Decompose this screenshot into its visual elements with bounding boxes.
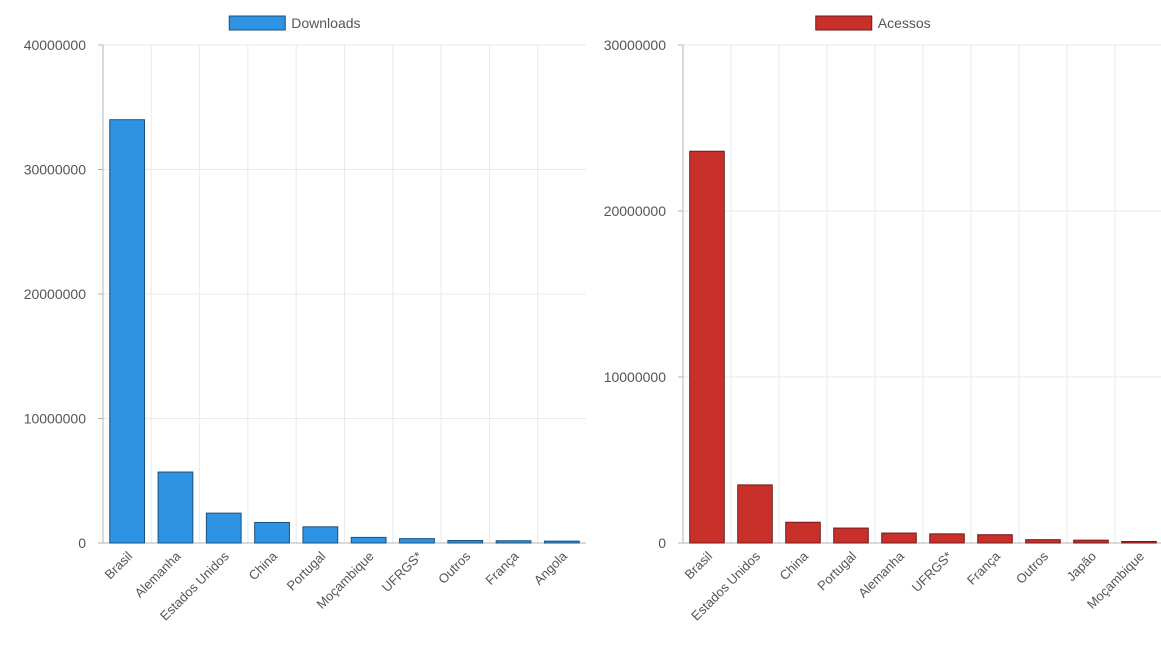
- x-tick-label: UFRGS*: [379, 549, 425, 595]
- x-tick-label: UFRGS*: [909, 549, 955, 595]
- bar: [785, 521, 821, 544]
- bar: [205, 512, 242, 544]
- y-tick-label: 10000000: [604, 369, 667, 385]
- bar: [689, 150, 725, 544]
- x-tick-label: Outros: [1013, 548, 1052, 587]
- y-tick-label: 40000000: [24, 37, 87, 53]
- x-tick-label: China: [246, 548, 281, 583]
- bar: [109, 119, 146, 544]
- bar: [495, 540, 532, 544]
- bar: [350, 536, 387, 544]
- bar: [447, 540, 484, 544]
- x-tick-label: Japão: [1063, 549, 1099, 585]
- y-tick-label: 20000000: [604, 203, 667, 219]
- y-tick-label: 30000000: [604, 37, 667, 53]
- chart-1: 0 10000000 20000000 30000000 40000000 Brasil A…: [24, 15, 586, 624]
- bar: [157, 471, 194, 544]
- x-tick-label: Brasil: [102, 548, 136, 582]
- legend-label: Downloads: [291, 15, 360, 31]
- y-tick-label: 10000000: [24, 411, 87, 427]
- bar: [929, 533, 965, 544]
- bar: [543, 540, 580, 544]
- y-tick-label: 20000000: [24, 286, 87, 302]
- x-tick-label: Angola: [531, 548, 571, 588]
- x-tick-label: Portugal: [814, 548, 859, 593]
- x-tick-label: Brasil: [682, 548, 716, 582]
- x-tick-label: Alemanha: [855, 548, 908, 601]
- legend-swatch: [228, 15, 286, 31]
- x-tick-label: França: [964, 548, 1004, 588]
- bar: [254, 521, 290, 544]
- bar: [302, 526, 339, 544]
- bar: [737, 484, 773, 544]
- bar: [881, 532, 917, 544]
- bar: [1073, 539, 1109, 544]
- y-tick-label: 0: [78, 535, 86, 551]
- x-tick-label: China: [776, 548, 811, 583]
- bar: [977, 534, 1013, 544]
- y-tick-label: 30000000: [24, 162, 87, 178]
- legend-label: Acessos: [878, 15, 931, 31]
- bar: [1025, 539, 1061, 544]
- x-tick-label: Portugal: [284, 548, 329, 593]
- bar: [1121, 541, 1157, 544]
- legend-swatch: [815, 15, 873, 31]
- bar: [833, 527, 869, 544]
- x-tick-label: Outros: [435, 548, 474, 587]
- y-tick-label: 0: [658, 535, 666, 551]
- x-tick-label: França: [482, 548, 522, 588]
- bar: [399, 538, 435, 544]
